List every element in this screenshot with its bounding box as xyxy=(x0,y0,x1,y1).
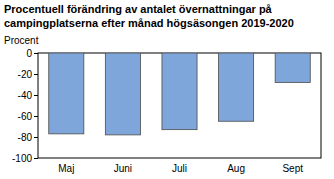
x-tick-label: Sept xyxy=(282,163,303,174)
title-line: Procentuell förändring av antalet överna… xyxy=(4,3,273,15)
y-tick xyxy=(34,158,38,159)
bar xyxy=(49,53,84,134)
y-tick-label: 0 xyxy=(26,48,32,59)
x-tick-label: Juli xyxy=(172,163,187,174)
title-line: campingplatserna efter månad högsäsongen… xyxy=(4,17,294,29)
bar xyxy=(219,53,254,121)
y-label: Procent xyxy=(4,35,39,46)
bar xyxy=(105,53,140,135)
x-tick-label: Juni xyxy=(114,163,132,174)
y-tick xyxy=(34,116,38,117)
y-tick xyxy=(34,53,38,54)
chart: Procentuell förändring av antalet överna… xyxy=(0,0,334,179)
y-tick-label: -60 xyxy=(18,111,33,122)
y-tick-label: -100 xyxy=(12,153,32,164)
x-tick-label: Aug xyxy=(227,163,245,174)
y-tick-label: -80 xyxy=(18,132,33,143)
bars xyxy=(49,53,310,135)
x-tick-label: Maj xyxy=(58,163,74,174)
y-tick-label: -40 xyxy=(18,90,33,101)
y-tick-label: -20 xyxy=(18,69,33,80)
y-tick xyxy=(34,74,38,75)
y-tick xyxy=(34,95,38,96)
title: Procentuell förändring av antalet överna… xyxy=(4,3,294,29)
y-tick xyxy=(34,137,38,138)
plot-frame xyxy=(38,53,321,158)
bar xyxy=(162,53,197,130)
bar xyxy=(275,53,310,82)
